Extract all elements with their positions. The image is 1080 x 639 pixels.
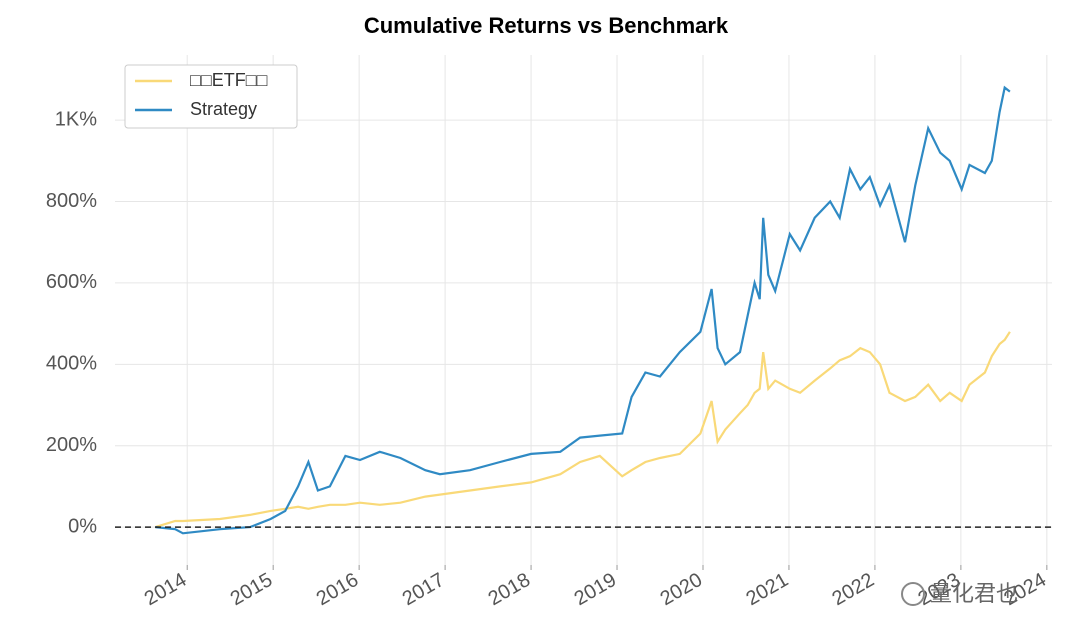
grid [115, 55, 1052, 565]
series-line [155, 331, 1011, 529]
y-tick-label: 600% [46, 271, 97, 293]
x-tick-label: 2021 [743, 569, 793, 610]
x-tick-label: 2020 [657, 569, 707, 610]
y-tick-label: 200% [46, 434, 97, 456]
chart-title: Cumulative Returns vs Benchmark [364, 13, 729, 38]
watermark-text: 量化君也 [930, 581, 1018, 606]
axes: 0% 200% 400% 600% 800% 1K% 2014 2015 2016 2017 201… [46, 108, 1052, 610]
y-tick-label: 1K% [55, 108, 97, 130]
watermark-icon [901, 582, 925, 606]
legend-label: □□ETF□□ [190, 70, 268, 90]
x-tick-label: 2016 [313, 569, 363, 610]
series-line [155, 85, 1011, 535]
y-tick-label: 400% [46, 353, 97, 375]
x-tick-label: 2014 [141, 569, 191, 610]
x-tick-label: 2019 [571, 569, 621, 610]
x-tick-label: 2022 [829, 569, 879, 610]
legend: □□ETF□□ Strategy [124, 64, 298, 129]
x-tick-label: 2017 [399, 569, 449, 610]
y-tick-label: 800% [46, 190, 97, 212]
y-tick-label: 0% [68, 515, 97, 537]
plot-area [155, 85, 1011, 535]
x-tick-label: 2015 [227, 569, 277, 610]
x-tick-label: 2018 [485, 569, 535, 610]
watermark: 量化君也 [901, 581, 1018, 606]
legend-label: Strategy [190, 99, 257, 119]
